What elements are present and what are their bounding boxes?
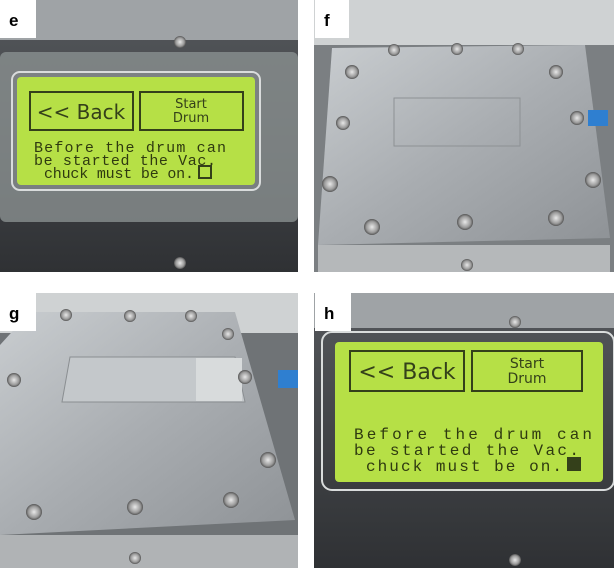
panel-h: << Back Start Drum Before the drum can b…	[314, 293, 614, 568]
panel-f: f	[314, 0, 614, 272]
message-line: chuck must be on.	[366, 458, 562, 476]
panel-label: h	[324, 304, 334, 323]
label-box	[0, 293, 36, 331]
message-line: be started the Vac.	[354, 442, 579, 460]
message-line: chuck must be on.	[44, 166, 194, 183]
bezel	[11, 71, 261, 191]
button-label: Start	[510, 356, 545, 372]
button	[471, 350, 583, 392]
fitting	[278, 370, 298, 388]
message-line: be started the Vac.	[34, 153, 216, 170]
button-label: Drum	[173, 111, 209, 126]
screw	[174, 36, 186, 48]
label-box	[0, 0, 36, 38]
housing	[314, 0, 614, 45]
panel-label: g	[9, 304, 19, 323]
housing	[0, 0, 298, 40]
bezel	[321, 331, 614, 491]
button-label: << Back	[37, 100, 126, 124]
button-label: Start	[175, 97, 207, 112]
panel-g: g	[0, 293, 298, 568]
message-line: Before the drum can	[34, 140, 226, 157]
panel-e: << Back Start Drum Before the drum can b…	[0, 0, 298, 272]
base	[0, 535, 298, 568]
button	[349, 350, 465, 392]
panel-label: e	[9, 11, 18, 30]
label-box	[315, 293, 351, 331]
button	[29, 91, 134, 131]
housing	[314, 293, 614, 328]
button	[139, 91, 244, 131]
lcd	[335, 342, 603, 482]
screw	[509, 554, 521, 566]
panel-label: f	[324, 11, 330, 30]
screws	[322, 43, 601, 271]
screw	[509, 316, 521, 328]
slide-label	[196, 358, 242, 401]
icon	[567, 457, 581, 471]
button-label: << Back	[358, 360, 456, 385]
plate	[318, 45, 610, 245]
icon	[198, 165, 212, 179]
label-box	[315, 0, 349, 38]
lcd	[17, 77, 255, 185]
screw	[174, 257, 186, 269]
message-line: Before the drum can	[354, 426, 592, 444]
fitting	[588, 110, 608, 126]
recess	[393, 97, 521, 147]
button-label: Drum	[507, 371, 546, 387]
screws	[7, 309, 276, 564]
